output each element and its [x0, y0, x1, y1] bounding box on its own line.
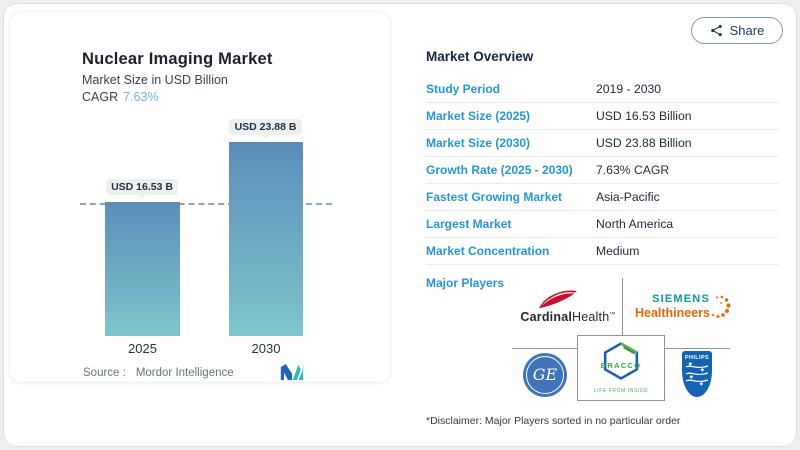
cagr-value: 7.63% — [123, 90, 159, 104]
baseline-dashed-line-end — [306, 203, 332, 205]
philips-shield-icon — [685, 361, 709, 386]
source-label: Source : — [83, 367, 126, 379]
source-line: Source : Mordor Intelligence — [83, 367, 234, 379]
overview-table: Study Period 2019 - 2030 Market Size (20… — [426, 76, 779, 265]
players-vertical-divider — [622, 278, 623, 335]
source-value: Mordor Intelligence — [135, 367, 234, 379]
share-label: Share — [729, 23, 765, 38]
x-tick-2025: 2025 — [128, 341, 157, 356]
table-row: Largest Market North America — [426, 211, 779, 238]
table-row: Fastest Growing Market Asia-Pacific — [426, 184, 779, 211]
philips-logo: PHILIPS — [682, 351, 712, 397]
bar-chart: USD 16.53 B USD 23.88 B 2025 2030 — [10, 12, 390, 382]
players-horizontal-divider-left — [512, 348, 577, 349]
major-players-label: Major Players — [426, 276, 505, 290]
chart-title: Nuclear Imaging Market — [82, 50, 273, 68]
cardinal-wing-icon — [539, 290, 577, 309]
share-icon — [710, 24, 723, 37]
overview-panel: Market Overview Study Period 2019 - 2030… — [426, 49, 779, 290]
row-label: Largest Market — [426, 217, 512, 231]
ge-monogram: GE — [532, 364, 558, 384]
ge-logo: GE — [523, 353, 567, 397]
table-row: Growth Rate (2025 - 2030) 7.63% CAGR — [426, 157, 779, 184]
x-tick-2030: 2030 — [251, 341, 281, 356]
table-row: Market Size (2025) USD 16.53 Billion — [426, 103, 779, 130]
siemens-dots-icon — [710, 294, 732, 325]
bracco-hexagon-icon — [602, 342, 640, 385]
bar-label-2025: USD 16.53 B — [106, 179, 178, 199]
cardinal-health-logo: CardinalHealth™ — [515, 288, 621, 324]
share-button[interactable]: Share — [691, 17, 783, 44]
cardinal-health-wordmark: CardinalHealth™ — [520, 310, 616, 324]
bracco-wordmark: BRACCO — [600, 361, 642, 370]
bracco-logo-box: BRACCO LIFE FROM INSIDE — [577, 335, 665, 401]
row-value: North America — [596, 217, 674, 231]
healthineers-wordmark: Healthineers — [634, 306, 710, 320]
players-horizontal-divider-right — [665, 348, 730, 349]
table-row: Study Period 2019 - 2030 — [426, 76, 779, 103]
bar-label-2030: USD 23.88 B — [229, 119, 302, 139]
report-card: Nuclear Imaging Market Market Size in US… — [3, 3, 797, 447]
chart-subtitle: Market Size in USD Billion — [82, 73, 228, 87]
row-value: Medium — [596, 244, 640, 258]
overview-title: Market Overview — [426, 49, 534, 64]
bar-2025 — [105, 202, 180, 336]
cagr-label: CAGR — [82, 90, 119, 104]
chart-panel: Nuclear Imaging Market Market Size in US… — [9, 11, 391, 383]
row-label: Market Concentration — [426, 244, 550, 258]
row-value: USD 16.53 Billion — [596, 109, 692, 123]
row-value: 2019 - 2030 — [596, 82, 662, 96]
cagr-line: CAGR 7.63% — [82, 90, 159, 104]
bar-2030 — [229, 142, 303, 336]
table-row: Market Size (2030) USD 23.88 Billion — [426, 130, 779, 157]
row-label: Market Size (2025) — [426, 109, 531, 123]
row-label: Fastest Growing Market — [426, 190, 563, 204]
row-label: Study Period — [426, 82, 501, 96]
table-row: Market Concentration Medium — [426, 238, 779, 265]
row-value: 7.63% CAGR — [596, 163, 670, 177]
row-value: USD 23.88 Billion — [596, 136, 692, 150]
bracco-tagline: LIFE FROM INSIDE — [593, 388, 649, 394]
siemens-wordmark: SIEMENS — [652, 293, 710, 305]
row-label: Market Size (2030) — [426, 136, 531, 150]
disclaimer-text: *Disclaimer: Major Players sorted in no … — [426, 415, 681, 427]
philips-wordmark: PHILIPS — [684, 355, 710, 361]
baseline-dashed-line — [80, 203, 303, 205]
row-label: Growth Rate (2025 - 2030) — [426, 163, 573, 177]
row-value: Asia-Pacific — [596, 190, 660, 204]
mordor-intelligence-logo-icon — [280, 363, 304, 386]
siemens-healthineers-logo: SIEMENS Healthineers — [626, 293, 731, 320]
